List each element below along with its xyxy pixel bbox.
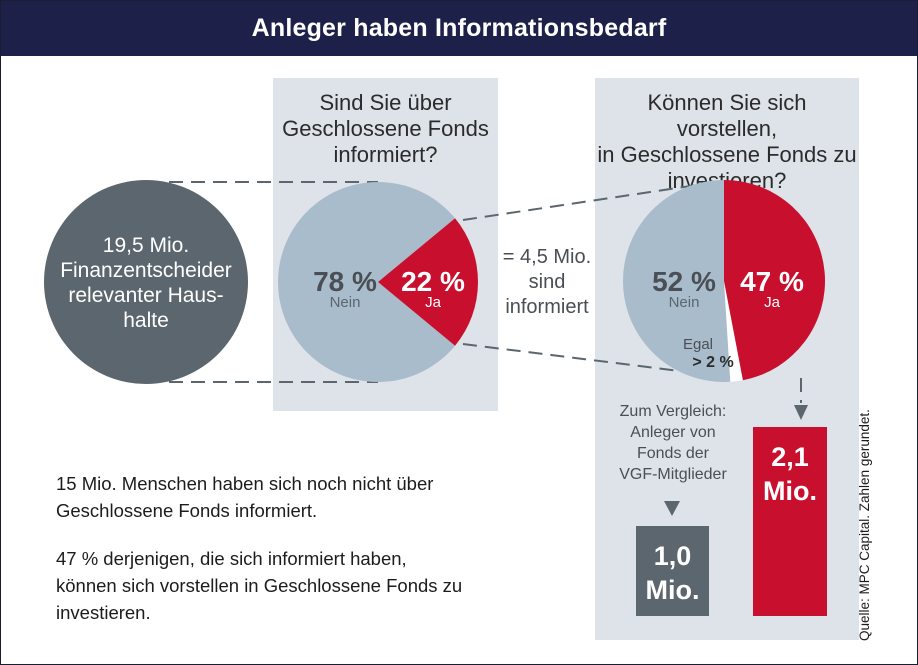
pie2-egal-label: Egal [683,336,713,353]
pie2-egal-value: > 2 % [692,354,733,371]
question1-line: Sind Sie über [319,90,452,115]
pie-informed [277,181,478,382]
households-line: 19,5 Mio. [102,234,190,257]
question2-line: in Geschlossene Fonds zu [597,142,857,167]
bar [636,526,709,616]
body-line: 47 % derjenigen, die sich informiert hab… [56,548,407,569]
body-paragraph-1: 15 Mio. Menschen haben sich noch nicht ü… [56,470,433,524]
pie-slice-egal [724,281,743,382]
bar-unit-label: Mio. [763,476,817,506]
question2-text: Können Sie sich vorstellen, in Geschloss… [595,90,859,194]
body-line: Geschlossene Fonds informiert. [56,500,318,521]
pie1-nein-label: Nein [330,294,361,311]
pie-slice-ja [378,218,478,346]
pie1-ja-value: 22 % [401,266,465,297]
pie-slice-ja [724,180,825,381]
pie2-nein-label: Nein [669,294,700,311]
pie-invest [622,180,825,382]
bar-unit-label: Mio. [646,575,700,605]
middle-note-line: sind [528,271,566,293]
pie-slice-nein [277,181,456,382]
question2-line: Können Sie sich vorstellen, [647,90,807,141]
comparison-line: Anleger von [630,424,716,441]
arrow-down-icon [664,501,680,516]
source-note: Quelle: MPC Capital. Zahlen gerundet. [857,409,872,641]
middle-note-line: informiert [505,296,589,318]
households-circle [44,180,248,384]
bars-comparison [636,427,827,616]
bar [753,427,827,616]
bar-value-label: 1,0 [654,541,692,571]
comparison-line: Zum Vergleich: [619,403,727,420]
body-line: investieren. [56,602,151,623]
pie2-ja-label: Ja [764,294,781,311]
middle-note-line: = 4,5 Mio. [502,246,592,268]
bar-value-label: 2,1 [771,442,809,472]
page-title: Anleger haben Informationsbedarf [1,1,917,56]
question1-text: Sind Sie über Geschlossene Fonds informi… [273,90,498,168]
pie2-ja-value: 47 % [740,266,804,297]
pie1-nein-value: 78 % [313,266,377,297]
comparison-line: VGF-Mitglieder [619,466,727,483]
question1-line: Geschlossene Fonds [282,116,489,141]
pie2-nein-value: 52 % [652,266,716,297]
households-line: Finanzentscheider [60,259,232,282]
arrow-down-icon [794,405,808,420]
middle-note: = 4,5 Mio. sind informiert [487,245,607,320]
households-text: 19,5 Mio. Finanzentscheider relevanter H… [44,233,248,333]
body-line: 15 Mio. Menschen haben sich noch nicht ü… [56,473,434,494]
body-paragraph-2: 47 % derjenigen, die sich informiert hab… [56,545,462,626]
question1-line: informiert? [333,142,438,167]
pie-slice-nein [622,180,731,382]
households-line: relevanter Haus- [68,284,224,307]
households-line: halte [123,309,169,332]
comparison-text: Zum Vergleich: Anleger von Fonds der VGF… [603,401,743,485]
comparison-line: Fonds der [636,445,710,462]
body-line: können sich vorstellen in Geschlossene F… [56,575,463,596]
pie1-ja-label: Ja [425,294,442,311]
